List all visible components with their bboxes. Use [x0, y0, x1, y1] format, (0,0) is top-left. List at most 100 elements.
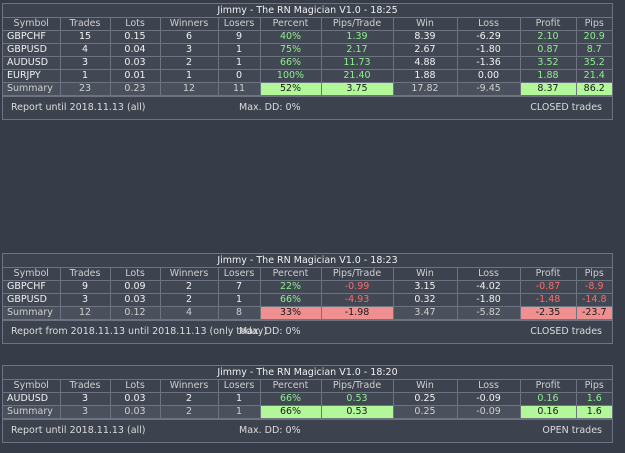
cell-lots: 0.09	[109, 280, 161, 294]
col-percent: Percent	[259, 18, 322, 31]
cell-losers: 11	[217, 82, 261, 96]
col-trades: Trades	[59, 380, 111, 393]
cell-percent: 52%	[259, 82, 322, 96]
cell-losers: 8	[217, 306, 261, 320]
col-win: Win	[392, 380, 458, 393]
trade-type-label: CLOSED trades	[530, 102, 602, 113]
cell-winners: 1	[159, 69, 219, 83]
cell-profit: 1.88	[519, 69, 577, 83]
cell-losers: 1	[217, 56, 261, 70]
col-pips: Pips	[575, 380, 612, 393]
cell-symbol: Summary	[3, 306, 61, 320]
cell-pips-trade: 21.40	[320, 69, 394, 83]
table-row: AUDUSD 3 0.03 2 1 66% 11.73 4.88 -1.36 3…	[3, 56, 612, 70]
cell-pips-trade: 0.53	[320, 405, 394, 419]
cell-profit: -2.35	[519, 306, 577, 320]
max-drawdown: Max. DD: 0%	[239, 102, 301, 113]
cell-loss: -4.02	[456, 280, 521, 294]
report-title: Jimmy - The RN Magician V1.0 - 18:23	[3, 254, 612, 268]
col-winners: Winners	[159, 18, 219, 31]
cell-percent: 22%	[259, 280, 322, 294]
cell-losers: 9	[217, 30, 261, 44]
cell-percent: 66%	[259, 56, 322, 70]
col-winners: Winners	[159, 268, 219, 281]
cell-pips-trade: 0.53	[320, 392, 394, 406]
cell-profit: -0.87	[519, 280, 577, 294]
cell-pips: -23.7	[575, 306, 612, 320]
col-lots: Lots	[109, 18, 161, 31]
table-row: EURJPY 1 0.01 1 0 100% 21.40 1.88 0.00 1…	[3, 69, 612, 83]
cell-symbol: AUDUSD	[3, 56, 61, 70]
col-profit: Profit	[519, 268, 577, 281]
cell-profit: -1.48	[519, 293, 577, 307]
cell-profit: 0.16	[519, 392, 577, 406]
cell-pips: 1.6	[575, 392, 612, 406]
cell-winners: 12	[159, 82, 219, 96]
cell-profit: 0.87	[519, 43, 577, 57]
cell-symbol: EURJPY	[3, 69, 61, 83]
cell-winners: 2	[159, 405, 219, 419]
cell-trades: 1	[59, 69, 111, 83]
cell-win: 3.47	[392, 306, 458, 320]
cell-lots: 0.04	[109, 43, 161, 57]
cell-percent: 66%	[259, 405, 322, 419]
col-losers: Losers	[217, 18, 261, 31]
cell-winners: 2	[159, 56, 219, 70]
cell-loss: -1.80	[456, 43, 521, 57]
cell-trades: 3	[59, 293, 111, 307]
cell-pips: 35.2	[575, 56, 612, 70]
report-panel-2: Jimmy - The RN Magician V1.0 - 18:23 Sym…	[2, 253, 613, 344]
col-pips-trade: Pips/Trade	[320, 268, 394, 281]
cell-pips: 20.9	[575, 30, 612, 44]
cell-pips: -14.8	[575, 293, 612, 307]
col-profit: Profit	[519, 380, 577, 393]
cell-percent: 40%	[259, 30, 322, 44]
table-row: GBPCHF 9 0.09 2 7 22% -0.99 3.15 -4.02 -…	[3, 280, 612, 294]
cell-loss: -1.80	[456, 293, 521, 307]
report-title: Jimmy - The RN Magician V1.0 - 18:20	[3, 366, 612, 380]
cell-lots: 0.03	[109, 392, 161, 406]
col-trades: Trades	[59, 18, 111, 31]
cell-win: 2.67	[392, 43, 458, 57]
col-lots: Lots	[109, 268, 161, 281]
report-range: Report until 2018.11.13 (all)	[11, 102, 146, 113]
cell-losers: 1	[217, 392, 261, 406]
cell-profit: 8.37	[519, 82, 577, 96]
cell-pips-trade: 3.75	[320, 82, 394, 96]
trade-type-label: CLOSED trades	[530, 326, 602, 337]
cell-winners: 6	[159, 30, 219, 44]
table-row: GBPCHF 15 0.15 6 9 40% 1.39 8.39 -6.29 2…	[3, 30, 612, 44]
cell-profit: 2.10	[519, 30, 577, 44]
cell-symbol: GBPUSD	[3, 293, 61, 307]
cell-percent: 33%	[259, 306, 322, 320]
col-percent: Percent	[259, 268, 322, 281]
cell-losers: 1	[217, 43, 261, 57]
col-pips: Pips	[575, 268, 612, 281]
col-percent: Percent	[259, 380, 322, 393]
header-row: Symbol Trades Lots Winners Losers Percen…	[3, 380, 612, 393]
report-footer: Report until 2018.11.13 (all) Max. DD: 0…	[3, 419, 612, 442]
cell-symbol: GBPCHF	[3, 280, 61, 294]
cell-loss: -6.29	[456, 30, 521, 44]
trade-type-label: OPEN trades	[542, 425, 602, 436]
col-win: Win	[392, 18, 458, 31]
cell-symbol: Summary	[3, 405, 61, 419]
cell-percent: 66%	[259, 293, 322, 307]
cell-loss: -9.45	[456, 82, 521, 96]
cell-trades: 23	[59, 82, 111, 96]
cell-win: 17.82	[392, 82, 458, 96]
report-table: Symbol Trades Lots Winners Losers Percen…	[3, 18, 612, 96]
cell-symbol: GBPUSD	[3, 43, 61, 57]
cell-lots: 0.23	[109, 82, 161, 96]
cell-losers: 1	[217, 293, 261, 307]
cell-win: 0.25	[392, 405, 458, 419]
cell-pips-trade: -1.98	[320, 306, 394, 320]
col-symbol: Symbol	[3, 380, 61, 393]
cell-lots: 0.03	[109, 56, 161, 70]
cell-loss: -1.36	[456, 56, 521, 70]
summary-row: Summary 12 0.12 4 8 33% -1.98 3.47 -5.82…	[3, 306, 612, 320]
cell-win: 0.25	[392, 392, 458, 406]
col-symbol: Symbol	[3, 268, 61, 281]
col-trades: Trades	[59, 268, 111, 281]
cell-loss: -5.82	[456, 306, 521, 320]
